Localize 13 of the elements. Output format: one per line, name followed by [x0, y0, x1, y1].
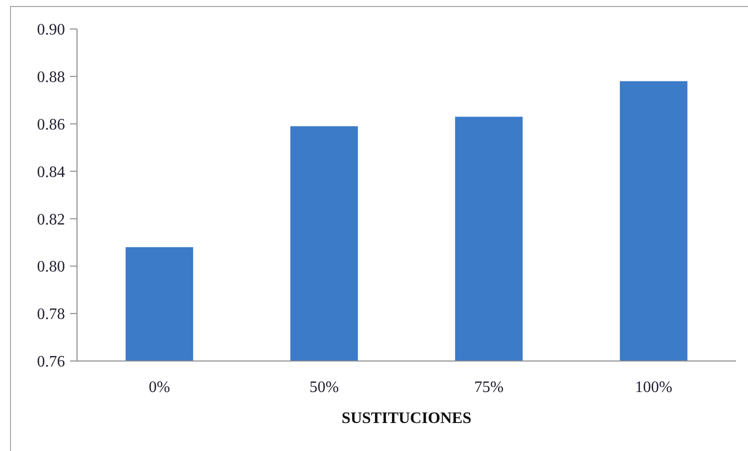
y-tick-label: 0.82: [37, 211, 65, 228]
y-tick-label: 0.86: [37, 116, 65, 134]
y-tick-label: 0.90: [37, 22, 65, 39]
y-tick-label: 0.76: [37, 354, 65, 371]
x-tick-label: 100%: [634, 379, 672, 396]
x-tick-label: 50%: [309, 379, 339, 396]
y-tick-label: 0.88: [37, 69, 65, 86]
y-tick-label: 0.84: [37, 164, 65, 181]
x-axis-title: SUSTITUCIONES: [342, 410, 472, 427]
x-tick-label: 75%: [474, 379, 504, 396]
y-tick-label: 0.78: [37, 306, 65, 324]
x-tick-label: 0%: [148, 379, 170, 396]
y-tick-label: 0.80: [37, 258, 65, 276]
